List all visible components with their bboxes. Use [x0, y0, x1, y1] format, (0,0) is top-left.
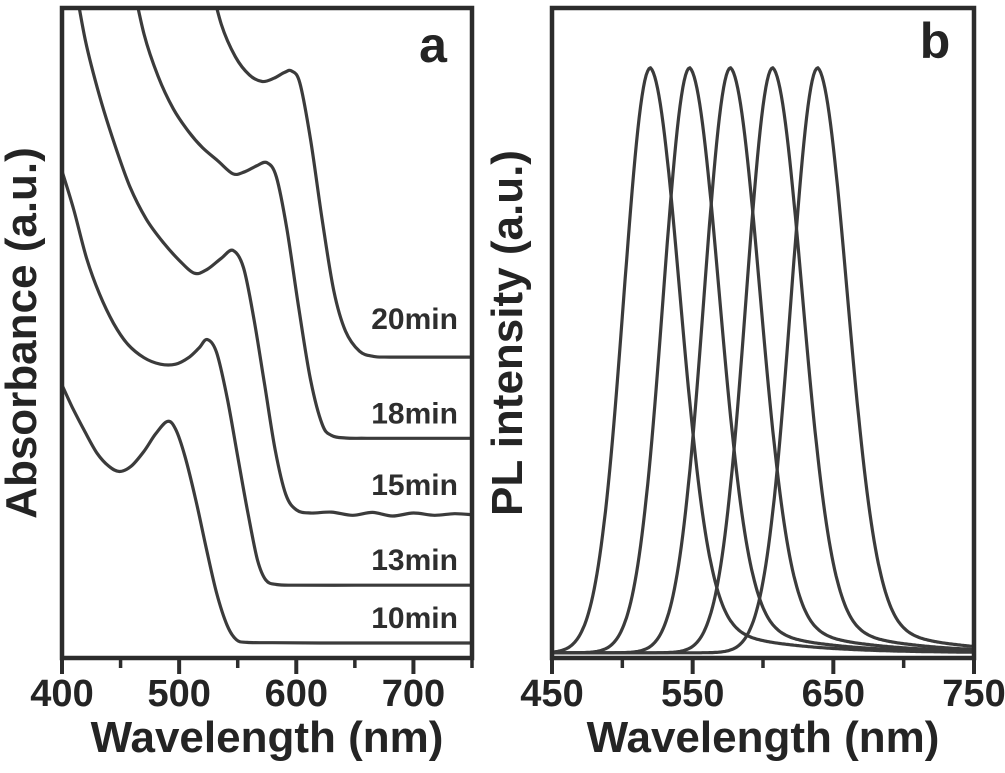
panel-b-y-axis-title: PL intensity (a.u.)	[483, 150, 532, 516]
panel-a-letter: a	[419, 17, 448, 73]
series-label-10min: 10min	[371, 602, 458, 635]
x-tick-label: 400	[30, 673, 93, 715]
panel-a-y-axis-title: Absorbance (a.u.)	[0, 147, 46, 519]
x-tick-label: 650	[802, 673, 865, 715]
absorbance-curve-13min	[63, 169, 471, 587]
panel-a-x-ticks	[60, 658, 474, 674]
absorbance-curve-18min	[136, 9, 471, 440]
x-tick-label: 550	[661, 673, 724, 715]
panel-a-curves	[63, 9, 471, 645]
panel-b: 450 550 650 750 b Wavelength (nm) PL intens…	[483, 5, 1005, 762]
panel-a-frame	[59, 5, 475, 661]
absorbance-curve-20min	[215, 9, 471, 359]
x-tick-label: 700	[382, 673, 445, 715]
absorbance-curve-15min	[77, 9, 471, 518]
x-tick-label: 450	[520, 673, 583, 715]
panel-b-x-tick-labels: 450 550 650 750	[520, 673, 1005, 715]
series-label-13min: 13min	[371, 544, 458, 577]
panel-b-x-ticks	[550, 658, 976, 674]
panel-a-series-labels: 10min 13min 15min 18min 20min	[371, 303, 458, 635]
panel-a-x-axis-title: Wavelength (nm)	[91, 713, 444, 762]
series-label-15min: 15min	[371, 469, 458, 502]
panel-b-letter: b	[920, 13, 951, 69]
series-label-18min: 18min	[371, 397, 458, 430]
series-label-20min: 20min	[371, 303, 458, 336]
x-tick-label: 750	[942, 673, 1005, 715]
x-tick-label: 500	[147, 673, 210, 715]
panel-a-x-tick-labels: 400 500 600 700	[30, 673, 445, 715]
panel-a: 400 500 600 700 10min 13min 15min 18min 20min a…	[0, 5, 475, 762]
panel-b-curves	[553, 66, 973, 655]
pl-curve-639nm	[553, 66, 973, 655]
panel-b-x-axis-title: Wavelength (nm)	[587, 713, 940, 762]
absorbance-curve-10min	[63, 383, 471, 645]
pl-curve-548nm	[553, 66, 973, 655]
x-tick-label: 600	[265, 673, 328, 715]
